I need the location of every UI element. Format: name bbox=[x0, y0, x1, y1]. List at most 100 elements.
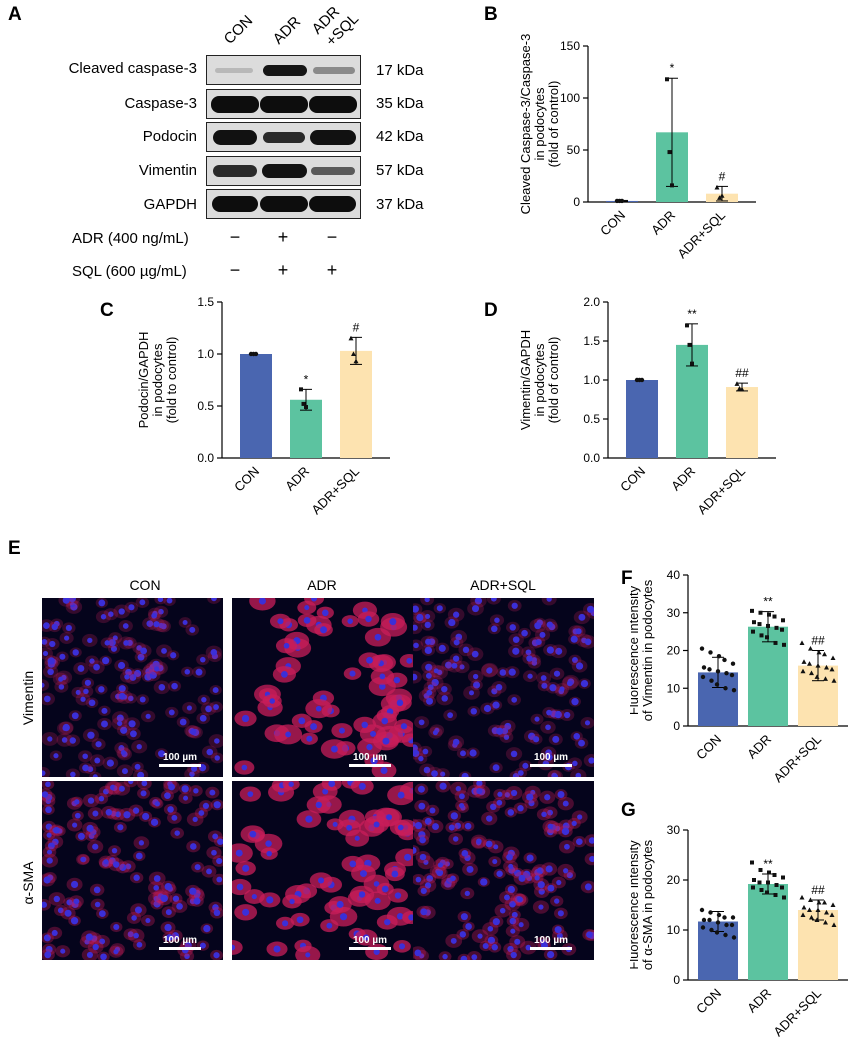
chart-f-ytick-label-3: 30 bbox=[667, 606, 681, 620]
chart-c-ylabel-line-1: in podocytes bbox=[150, 343, 165, 416]
micro-col-con: CON bbox=[129, 577, 161, 593]
chart-g-pt-2-2 bbox=[816, 899, 822, 905]
sign-adr-adrsql: − bbox=[326, 227, 338, 247]
chart-f-pt-2-10 bbox=[800, 668, 806, 674]
chart-g-pt-2-5 bbox=[801, 904, 807, 910]
chart-f-ytick-label-4: 40 bbox=[667, 568, 681, 582]
chart-f-pt-1-3 bbox=[772, 614, 777, 619]
chart-g-pt-1-13 bbox=[773, 893, 778, 897]
chart-f-pt-2-3 bbox=[822, 651, 827, 657]
scale-bar-label: 100 µm bbox=[352, 935, 388, 946]
chart-c-ytick-label-3: 1.5 bbox=[197, 295, 214, 309]
scale-bar-line bbox=[349, 947, 391, 950]
chart-c-pt-1-0 bbox=[299, 387, 303, 392]
chart-f-sig-2: ## bbox=[811, 634, 825, 648]
chart-c-sig-2: # bbox=[353, 320, 360, 334]
chart-c-bar-0 bbox=[240, 354, 272, 458]
blot-strip-caspase3 bbox=[206, 89, 361, 119]
sign-sql-adr: + bbox=[277, 260, 289, 280]
chart-f-ytick-label-0: 0 bbox=[673, 719, 680, 733]
chart-f-pt-2-14 bbox=[831, 678, 837, 683]
chart-b-xlabel-1: ADR bbox=[648, 208, 678, 238]
chart-f-pt-0-11 bbox=[709, 678, 714, 683]
micro-image-vimentin-con: 100 µm bbox=[42, 598, 223, 777]
scale-bar: 100 µm bbox=[349, 935, 391, 950]
chart-b-pt-1-1 bbox=[667, 150, 672, 155]
chart-f-pt-0-7 bbox=[715, 669, 721, 674]
blot-label-gapdh: GAPDH bbox=[143, 196, 197, 213]
scale-bar-line bbox=[349, 764, 391, 767]
micro-image-vimentin-adr: 100 µm bbox=[232, 598, 413, 777]
chart-f-pt-2-7 bbox=[815, 663, 821, 668]
chart-g-pt-1-10 bbox=[751, 885, 755, 890]
micro-image-asma-adr: 100 µm bbox=[232, 781, 413, 960]
chart-g-pt-0-5 bbox=[701, 917, 707, 923]
chart-d-pt-1-0 bbox=[685, 323, 689, 328]
scale-bar: 100 µm bbox=[159, 935, 201, 950]
chart-g-pt-0-14 bbox=[731, 935, 737, 940]
chart-g-pt-2-7 bbox=[815, 907, 821, 912]
scale-bar-label: 100 µm bbox=[533, 752, 569, 763]
chart-f-pt-1-7 bbox=[766, 623, 770, 628]
kda-vimentin: 57 kDa bbox=[376, 162, 424, 179]
sign-adr-adr: + bbox=[277, 227, 289, 247]
chart-g-ylabel-line-0: Fluorescence intensity bbox=[630, 840, 641, 970]
chart-c-ytick-label-1: 0.5 bbox=[197, 399, 214, 413]
kda-podocin: 42 kDa bbox=[376, 128, 424, 145]
kda-caspase3: 35 kDa bbox=[376, 95, 424, 112]
chart-g-pt-1-0 bbox=[750, 860, 754, 865]
chart-f-bar-1 bbox=[748, 626, 788, 726]
chart-b-pt-1-2 bbox=[670, 183, 674, 188]
micro-row-vimentin: Vimentin bbox=[20, 670, 36, 726]
chart-d-pt-2-2 bbox=[739, 386, 745, 392]
lane-label-adr: ADR bbox=[269, 13, 305, 48]
chart-f-pt-2-12 bbox=[814, 674, 820, 679]
scale-bar: 100 µm bbox=[349, 752, 391, 767]
chart-f-pt-0-3 bbox=[722, 657, 727, 663]
chart-f-pt-1-10 bbox=[751, 629, 755, 634]
panel-letter-c: C bbox=[100, 300, 114, 321]
chart-f-pt-0-2 bbox=[716, 653, 722, 659]
chart-b-ylabel-line-0: Cleaved Caspase-3/Caspase-3 bbox=[518, 34, 533, 215]
chart-f-pt-1-8 bbox=[774, 625, 779, 630]
chart-g-sig-1: ** bbox=[763, 857, 773, 871]
chart-g-pt-1-1 bbox=[758, 868, 763, 872]
chart-f-pt-0-12 bbox=[714, 682, 720, 687]
chart-c-ytick-label-2: 1.0 bbox=[197, 347, 214, 361]
chart-g-ytick-label-1: 10 bbox=[667, 923, 681, 937]
chart-b-pt-1-0 bbox=[665, 77, 669, 82]
chart-g-pt-2-3 bbox=[822, 899, 827, 905]
chart-f-pt-2-13 bbox=[823, 676, 828, 681]
chart-d-xlabel-2: ADR+SQL bbox=[694, 464, 748, 518]
scale-bar-label: 100 µm bbox=[352, 752, 388, 763]
chart-f-pt-0-4 bbox=[730, 661, 736, 666]
chart-g-sig-2: ## bbox=[811, 883, 825, 897]
chart-g-pt-1-12 bbox=[765, 890, 769, 895]
chart-b-sig-1: * bbox=[670, 61, 675, 75]
chart-g-xlabel-0: CON bbox=[693, 986, 724, 1017]
chart-c-pt-2-2 bbox=[353, 358, 359, 364]
chart-f-pt-0-5 bbox=[701, 665, 707, 670]
chart-f: 0 10 20 30 40 Fluorescence intensity of Viment… bbox=[630, 568, 848, 785]
chart-g-ytick-label-2: 20 bbox=[667, 873, 681, 887]
chart-f-pt-1-11 bbox=[759, 633, 764, 638]
chart-b-ytick-label-1: 50 bbox=[567, 143, 581, 157]
chart-c-xlabel-2: ADR+SQL bbox=[308, 464, 362, 518]
chart-g-bar-1 bbox=[748, 884, 788, 980]
chart-d-ylabel-line-0: Vimentin/GAPDH bbox=[518, 330, 533, 430]
treatment-label-adr: ADR (400 ng/mL) bbox=[72, 230, 189, 247]
chart-g-pt-0-8 bbox=[724, 922, 729, 928]
chart-g-pt-1-11 bbox=[759, 888, 764, 892]
chart-f-pt-2-0 bbox=[799, 640, 805, 645]
chart-g-pt-1-3 bbox=[772, 873, 777, 877]
chart-g: 0 10 20 30 Fluorescence intensity of α-SMA in… bbox=[630, 823, 848, 1039]
chart-d-bar-0 bbox=[626, 380, 658, 458]
micro-row-asma: α-SMA bbox=[20, 861, 36, 905]
scale-bar: 100 µm bbox=[530, 752, 572, 767]
blot-label-vimentin: Vimentin bbox=[138, 162, 197, 179]
chart-b-pt-2-0 bbox=[714, 184, 720, 190]
chart-b-pt-2-2 bbox=[719, 193, 725, 198]
scale-bar: 100 µm bbox=[530, 935, 572, 950]
chart-g-pt-0-12 bbox=[714, 930, 720, 935]
chart-f-pt-1-4 bbox=[781, 618, 785, 623]
